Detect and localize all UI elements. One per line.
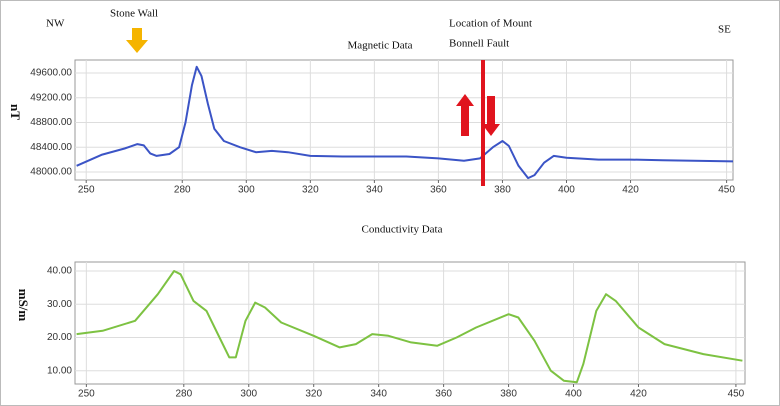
y-tick-label: 49200.00 — [30, 92, 72, 103]
annotation: Bonnell Fault — [449, 38, 509, 50]
x-tick-label: 250 — [78, 185, 95, 196]
data-line — [76, 270, 743, 384]
x-tick-label: 320 — [302, 185, 319, 196]
x-tick-label: 360 — [430, 185, 447, 196]
plot-area — [74, 261, 746, 385]
x-tick-label: 450 — [728, 389, 745, 400]
data-line — [76, 65, 734, 180]
x-tick-label: 380 — [500, 389, 517, 400]
arrow-down — [482, 96, 500, 136]
y-tick-label: 40.00 — [47, 266, 72, 277]
annotation: Location of Mount — [449, 18, 532, 30]
x-tick-label: 380 — [494, 185, 511, 196]
y-tick-label: 49600.00 — [30, 68, 72, 79]
x-tick-label: 300 — [238, 185, 255, 196]
y-tick-label: 20.00 — [47, 332, 72, 343]
x-tick-label: 400 — [558, 185, 575, 196]
x-tick-label: 280 — [175, 389, 192, 400]
x-tick-label: 280 — [174, 185, 191, 196]
x-tick-label: 320 — [305, 389, 322, 400]
chart-title: Conductivity Data — [362, 224, 443, 236]
x-tick-label: 420 — [622, 185, 639, 196]
y-tick-label: 30.00 — [47, 299, 72, 310]
annotation: SE — [718, 24, 731, 36]
x-tick-label: 400 — [565, 389, 582, 400]
y-tick-label: 48000.00 — [30, 167, 72, 178]
y-axis-label: mS/m — [16, 289, 31, 322]
annotation: NW — [46, 18, 65, 30]
annotation: Stone Wall — [110, 8, 158, 20]
x-tick-label: 300 — [240, 389, 257, 400]
y-tick-label: 10.00 — [47, 365, 72, 376]
arrow-up — [456, 94, 474, 136]
x-tick-label: 340 — [370, 389, 387, 400]
x-tick-label: 360 — [435, 389, 452, 400]
plot-area — [74, 59, 734, 181]
y-tick-label: 48400.00 — [30, 142, 72, 153]
y-tick-label: 48800.00 — [30, 117, 72, 128]
y-axis-label: nT — [8, 104, 23, 120]
arrow — [126, 28, 148, 53]
x-tick-label: 250 — [78, 389, 95, 400]
x-tick-label: 340 — [366, 185, 383, 196]
x-tick-label: 420 — [630, 389, 647, 400]
chart-title: Magnetic Data — [347, 40, 412, 52]
x-tick-label: 450 — [718, 185, 735, 196]
